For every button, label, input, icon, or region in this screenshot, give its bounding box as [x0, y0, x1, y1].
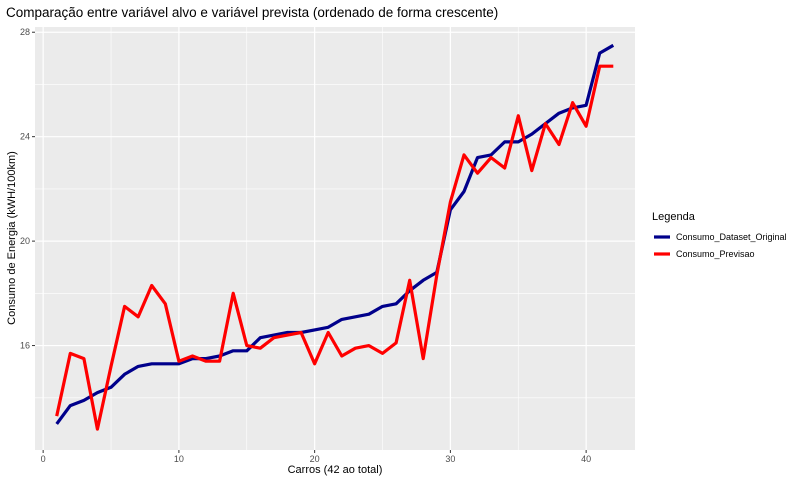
- legend-label-1: Consumo_Dataset_Original: [676, 232, 787, 242]
- legend-label-2: Consumo_Previsao: [676, 249, 755, 259]
- series-line-1: [55, 43, 615, 425]
- chart-title: Comparação entre variável alvo e variáve…: [6, 5, 498, 20]
- x-tick-label: 40: [581, 454, 591, 464]
- x-tick-label: 20: [310, 454, 320, 464]
- y-tick-label: 16: [20, 341, 30, 351]
- series-line-2: [55, 64, 614, 431]
- y-tick-label: 20: [20, 236, 30, 246]
- y-axis-title: Consumo de Energia (kWH/100km): [6, 151, 18, 325]
- y-tick-label: 24: [20, 132, 30, 142]
- x-tick-label: 30: [445, 454, 455, 464]
- plot-panel: [35, 27, 635, 450]
- y-tick-label: 28: [20, 27, 30, 37]
- x-axis-title: Carros (42 ao total): [288, 464, 383, 476]
- x-tick-label: 0: [41, 454, 46, 464]
- legend-title: Legenda: [652, 211, 696, 223]
- x-tick-label: 10: [174, 454, 184, 464]
- legend: Legenda Consumo_Dataset_Original Consumo_…: [652, 211, 787, 259]
